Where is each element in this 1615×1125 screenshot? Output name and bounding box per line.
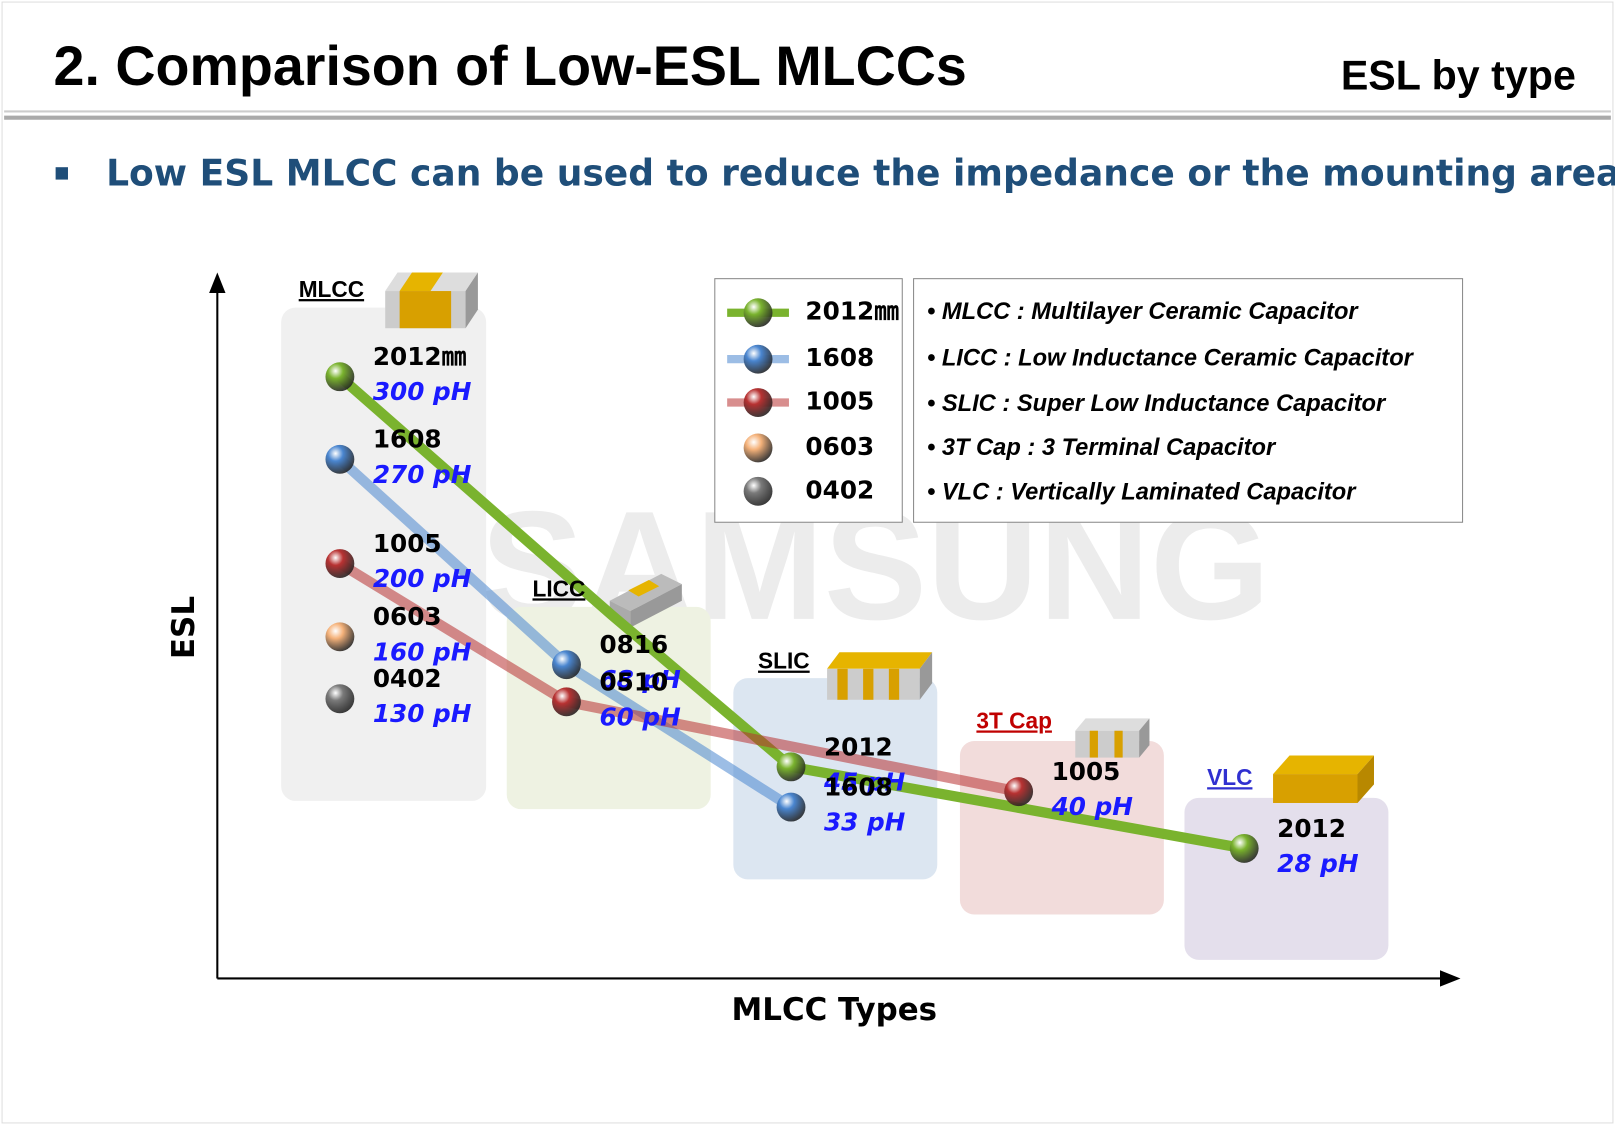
esl-label: 68 pH — [599, 665, 681, 694]
legend-marker — [743, 344, 773, 374]
esl-label: 45 pH — [823, 767, 906, 796]
size-label: 1608 — [373, 425, 442, 454]
size-label: 0603 — [373, 602, 442, 631]
group-label: VLC — [1207, 764, 1252, 790]
size-label: 1005 — [1052, 757, 1121, 786]
group-box — [281, 307, 487, 801]
esl-point — [552, 687, 581, 717]
legend-label: 0603 — [805, 432, 874, 461]
series-line — [336, 372, 1246, 854]
group-label: MLCC — [299, 276, 364, 302]
legend-marker — [743, 433, 773, 463]
definition: • MLCC : Multilayer Ceramic Capacitor — [927, 299, 1359, 325]
size-label: 0816 — [599, 630, 668, 659]
esl-label: 60 pH — [599, 702, 681, 731]
esl-label: 160 pH — [373, 637, 472, 666]
bullet: Low ESL MLCC can be used to reduce the i… — [106, 152, 1615, 194]
size-label: 0510 — [599, 667, 668, 696]
size-label: 0402 — [373, 664, 442, 693]
definition: • 3T Cap : 3 Terminal Capacitor — [927, 435, 1277, 461]
esl-label: 40 pH — [1051, 792, 1134, 821]
legend-label: 1608 — [805, 343, 874, 372]
esl-label: 28 pH — [1277, 849, 1359, 878]
group-label: 3T Cap — [976, 707, 1052, 733]
legend-marker — [743, 298, 773, 328]
esl-point — [325, 444, 355, 474]
esl-point — [552, 650, 581, 680]
x-axis-label: MLCC Types — [732, 992, 938, 1028]
bullet-mark — [55, 167, 68, 180]
legend-label: 2012㎜ — [805, 297, 899, 326]
esl-point — [776, 752, 806, 782]
icons — [385, 272, 1374, 803]
legend-marker — [743, 388, 773, 417]
esl-label: 270 pH — [373, 460, 472, 489]
size-label: 2012 — [1277, 814, 1346, 843]
esl-point — [1004, 777, 1034, 807]
title: 2. Comparison of Low-ESL MLCCs — [54, 35, 967, 97]
definition: • SLIC : Super Low Inductance Capacitor — [927, 391, 1387, 417]
esl-point — [325, 622, 355, 652]
section: ESL by type — [1341, 52, 1576, 98]
size-label: 1608 — [824, 773, 893, 802]
esl-label: 200 pH — [373, 564, 472, 593]
legend-label: 0402 — [805, 475, 874, 504]
size-label: 1005 — [373, 529, 442, 558]
group-label: LICC — [532, 575, 585, 601]
legend-label: 1005 — [805, 387, 874, 416]
size-label: 2012㎜ — [373, 342, 467, 371]
esl-point — [325, 362, 355, 392]
esl-label: 33 pH — [824, 808, 906, 837]
size-label: 2012 — [824, 732, 893, 761]
definitions-box — [913, 278, 1464, 523]
esl-label: 130 pH — [373, 699, 472, 728]
group-label: SLIC — [758, 648, 810, 674]
definition: • VLC : Vertically Laminated Capacitor — [927, 480, 1357, 506]
esl-point — [1229, 833, 1259, 863]
esl-point — [325, 684, 355, 714]
esl-point — [325, 549, 355, 578]
esl-point — [776, 792, 806, 822]
definition: • LICC : Low Inductance Ceramic Capacito… — [927, 345, 1415, 371]
y-axis-label: ESL — [166, 596, 202, 659]
legend-marker — [743, 476, 773, 506]
esl-label: 300 pH — [373, 377, 472, 406]
